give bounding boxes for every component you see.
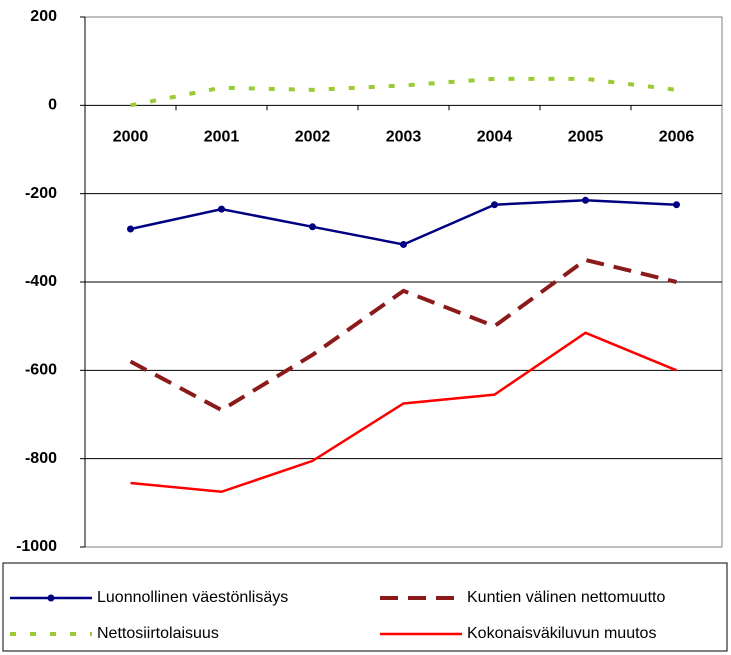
y-tick-label: -400 bbox=[25, 273, 57, 290]
point bbox=[673, 201, 680, 209]
point bbox=[127, 225, 134, 233]
y-tick-label: -200 bbox=[25, 185, 57, 202]
series-line bbox=[130, 331, 677, 494]
legend-label: Kokonaisväkiluvun muutos bbox=[467, 625, 656, 642]
x-tick-label: 2001 bbox=[204, 129, 240, 146]
x-tick-label: 2006 bbox=[659, 129, 695, 146]
point bbox=[218, 205, 225, 213]
legend-marker bbox=[47, 594, 55, 602]
y-tick-label: -1000 bbox=[16, 538, 57, 555]
point bbox=[491, 201, 498, 209]
series-line bbox=[129, 257, 677, 413]
y-tick-label: 0 bbox=[48, 97, 57, 114]
y-tick-label: 200 bbox=[30, 8, 57, 25]
legend-label: Luonnollinen väestönlisäys bbox=[97, 589, 288, 606]
legend-label: Nettosiirtolaisuus bbox=[97, 625, 219, 642]
x-tick-label: 2004 bbox=[477, 129, 513, 146]
y-tick-label: -600 bbox=[25, 362, 57, 379]
x-tick-label: 2000 bbox=[113, 129, 149, 146]
x-tick-label: 2002 bbox=[295, 129, 331, 146]
y-tick-label: -800 bbox=[25, 450, 57, 467]
legend-label: Kuntien välinen nettomuutto bbox=[467, 589, 665, 606]
legend bbox=[2, 562, 728, 652]
x-tick-label: 2003 bbox=[386, 129, 422, 146]
point bbox=[582, 196, 589, 204]
x-tick-label: 2005 bbox=[568, 129, 604, 146]
point bbox=[309, 223, 316, 231]
point bbox=[400, 240, 407, 248]
